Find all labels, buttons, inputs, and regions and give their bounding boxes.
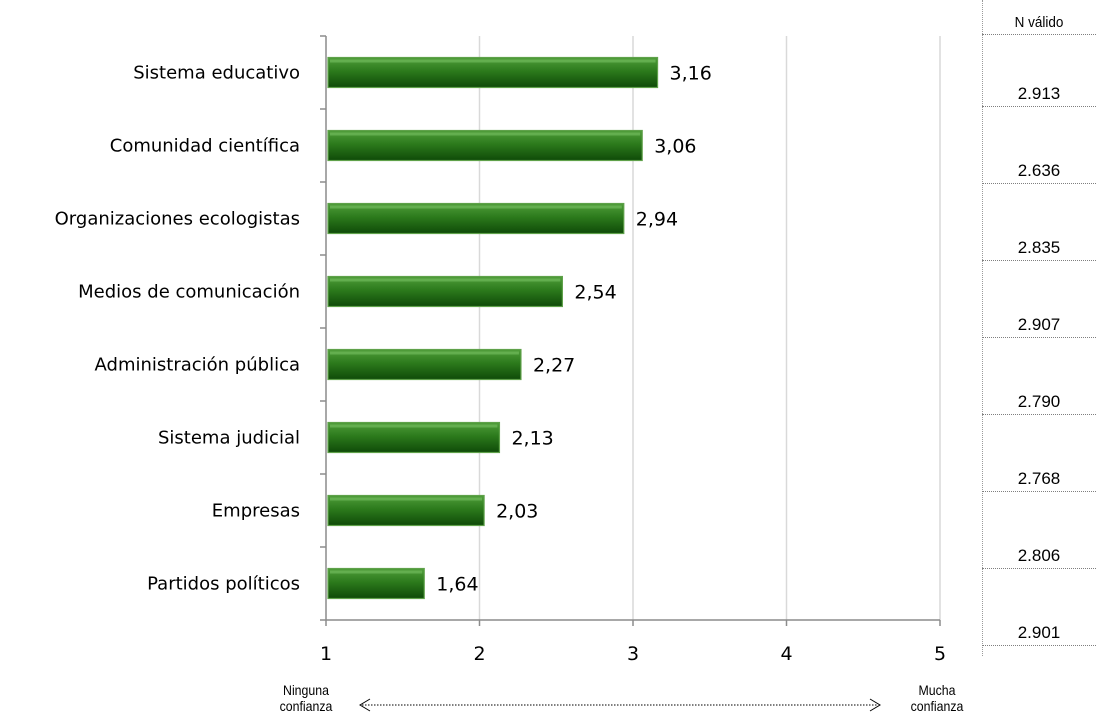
bar-highlight: [330, 205, 622, 209]
n-valido-row-divider: [982, 645, 1096, 646]
bars: [327, 56, 659, 600]
x-tick-label-5: 5: [934, 643, 946, 665]
n-valido-row-divider: [982, 106, 1096, 107]
n-valido-row-divider: [982, 491, 1096, 492]
n-valido-value: 2.636: [1017, 161, 1061, 180]
bar-highlight: [330, 132, 641, 136]
n-valido-value: 2.835: [1017, 238, 1061, 257]
bar-highlight: [330, 351, 519, 355]
gridlines: [478, 36, 941, 620]
n-valido-row-divider: [982, 260, 1096, 261]
x-tick-label-4: 4: [780, 643, 792, 665]
x-tick-label-1: 1: [320, 643, 332, 665]
category-label: Administración pública: [95, 355, 300, 376]
x-tick-label-3: 3: [627, 643, 639, 665]
category-label: Sistema educativo: [133, 63, 300, 84]
value-label: 3,16: [670, 63, 712, 85]
category-label: Sistema judicial: [158, 428, 300, 449]
n-valido-row-divider: [982, 568, 1096, 569]
low-confidence-label: Ninguna confianza: [279, 682, 333, 714]
bar-highlight: [330, 424, 498, 428]
category-label: Comunidad científica: [110, 136, 300, 157]
bar-highlight: [330, 59, 656, 63]
labels: 1 2 3 4 5 Sistema educativo 3,16 Comunidad cien…: [55, 63, 946, 666]
n-valido-row-divider: [982, 337, 1096, 338]
value-label: 2,03: [496, 501, 538, 523]
bar-chart: 1 2 3 4 5 Sistema educativo 3,16 Comunidad cien…: [55, 35, 946, 712]
bar-highlight: [330, 570, 423, 574]
n-valido-row-divider: [982, 414, 1096, 415]
n-valido-value: 2.913: [1017, 84, 1061, 103]
n-valido-value: 2.901: [1017, 623, 1061, 642]
category-label: Medios de comunicación: [78, 282, 300, 303]
value-label: 2,27: [533, 355, 575, 377]
n-valido-value: 2.768: [1017, 469, 1061, 488]
x-tick-label-2: 2: [473, 643, 485, 665]
value-label: 2,94: [636, 209, 678, 231]
value-label: 1,64: [436, 574, 478, 596]
n-valido-value: 2.907: [1017, 315, 1061, 334]
n-valido-header-divider: [982, 34, 1096, 35]
axes: [320, 35, 941, 626]
high-confidence-label: Mucha confianza: [910, 682, 964, 714]
value-label: 3,06: [654, 136, 696, 158]
bar-highlight: [330, 497, 483, 501]
n-valido-value: 2.790: [1017, 392, 1061, 411]
category-label: Empresas: [212, 501, 300, 522]
n-valido-header: N válido: [1014, 14, 1064, 31]
bar-highlight: [330, 278, 561, 282]
category-label: Organizaciones ecologistas: [55, 209, 300, 230]
value-label: 2,54: [574, 282, 616, 304]
value-label: 2,13: [511, 428, 553, 450]
n-valido-panel: [982, 0, 1096, 656]
confidence-scale-arrow: [359, 698, 881, 712]
category-label: Partidos políticos: [147, 574, 300, 595]
n-valido-row-divider: [982, 183, 1096, 184]
n-valido-value: 2.806: [1017, 546, 1061, 565]
